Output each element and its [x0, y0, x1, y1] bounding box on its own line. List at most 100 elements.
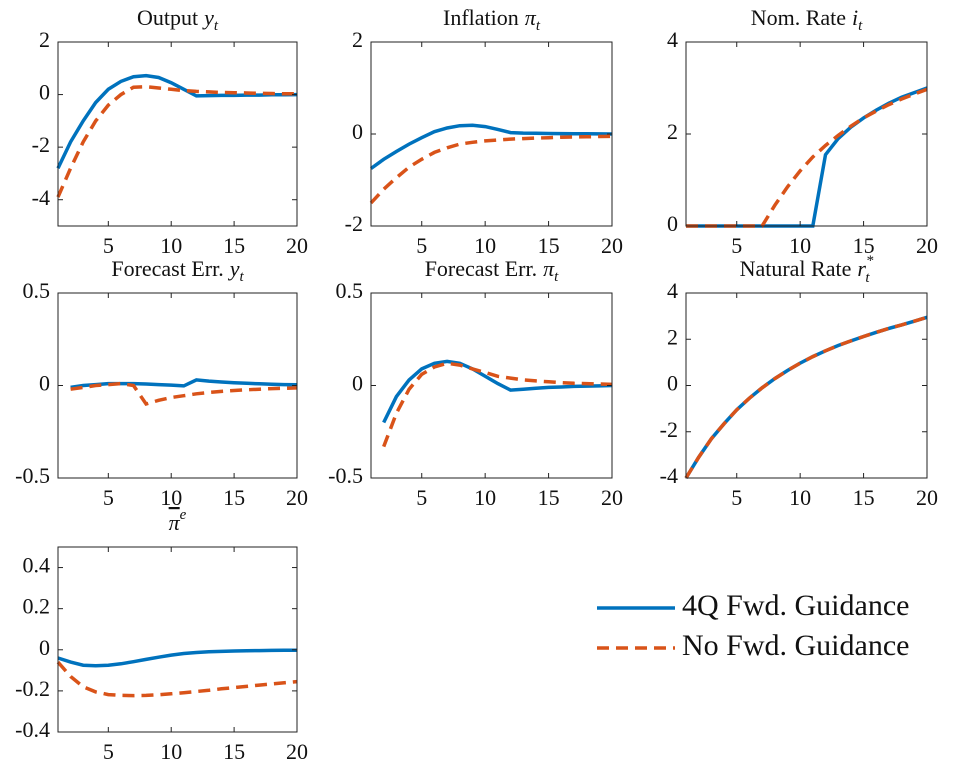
x-tick-label: 10 [789, 233, 811, 258]
axes-box [57, 41, 298, 227]
x-tick-label: 5 [731, 233, 742, 258]
y-tick-label: 2 [39, 27, 50, 52]
title-text: Natural Rate [740, 256, 852, 281]
x-tick-label: 20 [601, 233, 623, 258]
title-text: Inflation [443, 5, 519, 30]
x-tick-label: 10 [789, 485, 811, 510]
y-tick-label: -0.5 [328, 463, 363, 488]
legend-label: 4Q Fwd. Guidance [682, 589, 909, 622]
y-tick-label: 0 [667, 211, 678, 236]
subplot-title: πe [169, 507, 187, 535]
title-variable: π [543, 256, 555, 281]
title-variable: r [857, 256, 866, 281]
x-tick-label: 10 [160, 233, 182, 258]
data-line [56, 84, 297, 198]
x-tick-label: 5 [103, 233, 114, 258]
title-text: Forecast Err. [111, 256, 223, 281]
data-line [56, 73, 298, 169]
data-line [57, 648, 297, 668]
title-variable: π [169, 510, 181, 535]
y-tick-label: -4 [32, 185, 50, 210]
title-superscript: e [180, 507, 187, 523]
title-subscript: t [536, 18, 541, 34]
y-tick-label: 0 [352, 119, 363, 144]
title-variable: y [228, 256, 240, 281]
x-tick-label: 15 [853, 233, 875, 258]
subplot-title: Forecast Err. yt [111, 256, 244, 285]
data-line [684, 315, 928, 479]
x-tick-label: 5 [103, 485, 114, 510]
title-subscript: t [214, 18, 219, 34]
x-tick-label: 5 [103, 739, 114, 764]
y-tick-label: 0 [352, 371, 363, 396]
title-variable: π [525, 5, 537, 30]
title-text: Forecast Err. [425, 256, 537, 281]
data-line [382, 361, 613, 448]
title-subscript: t [240, 269, 245, 285]
title-variable: y [202, 5, 214, 30]
y-tick-label: -4 [660, 463, 678, 488]
title-subscript: t [865, 270, 870, 286]
legend-label: No Fwd. Guidance [682, 629, 909, 662]
x-tick-label: 5 [416, 485, 427, 510]
title-superscript: * [866, 253, 874, 269]
y-tick-label: 0.5 [336, 278, 364, 303]
x-tick-label: 5 [416, 233, 427, 258]
axes-box [57, 546, 298, 733]
y-tick-label: 0.5 [23, 278, 51, 303]
data-line [382, 359, 613, 424]
y-tick-label: 0 [39, 371, 50, 396]
x-tick-label: 15 [538, 485, 560, 510]
y-tick-label: 2 [667, 324, 678, 349]
y-tick-label: 4 [667, 27, 678, 52]
x-tick-label: 15 [223, 485, 245, 510]
x-tick-label: 20 [286, 739, 308, 764]
y-tick-label: -0.2 [15, 676, 50, 701]
subplot-title: Nom. Rate it [751, 5, 863, 34]
title-subscript: t [554, 269, 559, 285]
x-tick-label: 20 [916, 485, 938, 510]
subplot-title: Natural Rate r* t [740, 253, 874, 286]
y-tick-label: 0 [39, 635, 50, 660]
y-tick-label: 2 [352, 27, 363, 52]
data-line [369, 123, 613, 170]
x-tick-label: 20 [916, 233, 938, 258]
y-tick-label: -0.5 [15, 463, 50, 488]
y-tick-label: 0.4 [23, 553, 51, 578]
x-tick-label: 20 [601, 485, 623, 510]
y-tick-label: -2 [660, 417, 678, 442]
x-tick-label: 20 [286, 485, 308, 510]
y-tick-label: 2 [667, 119, 678, 144]
x-tick-label: 10 [474, 233, 496, 258]
subplot-title: Output yt [137, 5, 219, 34]
data-line [70, 381, 298, 407]
subplot-title: Forecast Err. πt [425, 256, 559, 285]
y-tick-label: 0 [39, 80, 50, 105]
x-tick-label: 15 [538, 233, 560, 258]
x-tick-label: 5 [731, 485, 742, 510]
x-tick-label: 10 [160, 485, 182, 510]
x-tick-label: 15 [223, 233, 245, 258]
plot-background [58, 547, 297, 732]
title-text: Output [137, 5, 198, 30]
title-subscript: t [858, 18, 863, 34]
subplot-title: Inflation πt [443, 5, 541, 34]
y-tick-label: 4 [667, 278, 678, 303]
y-tick-label: -2 [345, 211, 363, 236]
title-variable: i [852, 5, 858, 30]
title-text: Nom. Rate [751, 5, 846, 30]
data-line [56, 660, 298, 698]
x-tick-label: 15 [223, 739, 245, 764]
plot-background [686, 293, 927, 478]
y-tick-label: -2 [32, 132, 50, 157]
x-tick-label: 10 [474, 485, 496, 510]
plot-background [58, 42, 297, 226]
x-tick-label: 15 [853, 485, 875, 510]
y-tick-label: 0.2 [23, 594, 51, 619]
x-tick-label: 20 [286, 233, 308, 258]
y-tick-label: 0 [667, 371, 678, 396]
x-tick-label: 10 [160, 739, 182, 764]
plot-background [686, 42, 927, 226]
data-line [369, 134, 613, 205]
